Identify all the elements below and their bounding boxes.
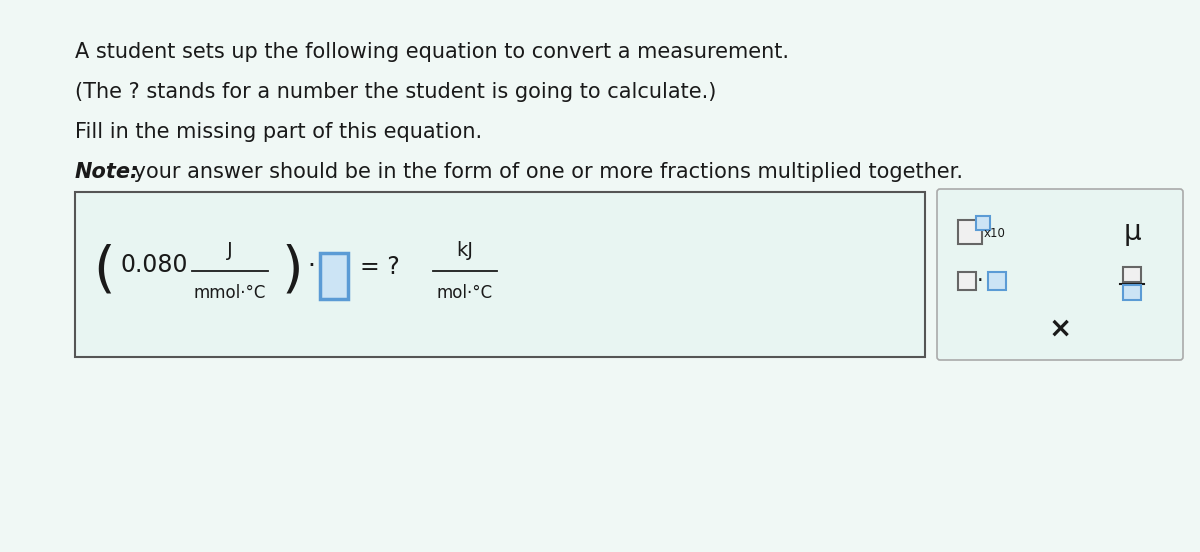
- Bar: [958, 220, 982, 244]
- Text: (The ? stands for a number the student is going to calculate.): (The ? stands for a number the student i…: [74, 82, 716, 102]
- Bar: [1123, 285, 1141, 300]
- Text: = ?: = ?: [360, 254, 400, 279]
- Text: kJ: kJ: [456, 241, 474, 260]
- Bar: [1123, 267, 1141, 282]
- Text: ): ): [282, 243, 304, 298]
- FancyBboxPatch shape: [937, 189, 1183, 360]
- FancyBboxPatch shape: [320, 252, 348, 299]
- Text: ×: ×: [1049, 315, 1072, 343]
- Text: Note:: Note:: [74, 162, 139, 182]
- Text: (: (: [94, 243, 115, 298]
- Text: 0.080: 0.080: [121, 252, 188, 277]
- Bar: [976, 216, 990, 230]
- Bar: [988, 272, 1006, 290]
- Text: your answer should be in the form of one or more fractions multiplied together.: your answer should be in the form of one…: [127, 162, 964, 182]
- FancyBboxPatch shape: [74, 192, 925, 357]
- Text: J: J: [227, 241, 233, 260]
- Text: mol·°C: mol·°C: [437, 284, 493, 301]
- Text: Fill in the missing part of this equation.: Fill in the missing part of this equatio…: [74, 122, 482, 142]
- Text: x10: x10: [984, 227, 1006, 240]
- Text: ·: ·: [977, 271, 983, 291]
- Text: mmol·°C: mmol·°C: [194, 284, 266, 301]
- Text: A student sets up the following equation to convert a measurement.: A student sets up the following equation…: [74, 42, 790, 62]
- Text: ·: ·: [307, 254, 314, 279]
- Text: μ: μ: [1123, 218, 1141, 246]
- Bar: [958, 272, 976, 290]
